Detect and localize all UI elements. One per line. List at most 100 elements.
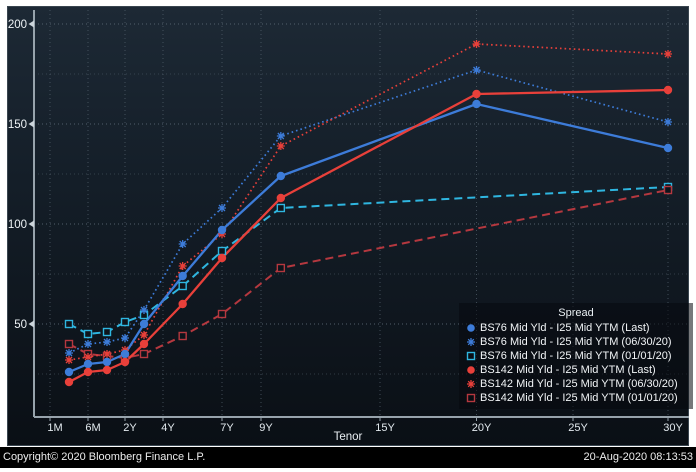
legend-marker-shape bbox=[466, 393, 476, 403]
data-point-asterisk bbox=[65, 356, 73, 364]
x-tick-label: 30Y bbox=[663, 422, 683, 434]
legend: Spread BS76 Mid Yld - I25 Mid YTM (Last)… bbox=[459, 303, 693, 409]
data-point-asterisk bbox=[472, 66, 481, 74]
legend-marker-shape bbox=[466, 351, 476, 361]
y-tick-label: 150 bbox=[8, 119, 27, 131]
legend-item-4[interactable]: BS142 Mid Yld - I25 Mid YTM (06/30/20) bbox=[465, 377, 687, 391]
x-tick-label: 4Y bbox=[161, 422, 175, 434]
data-point-asterisk bbox=[178, 240, 187, 248]
data-point-circle bbox=[83, 359, 93, 369]
data-point-circle bbox=[178, 271, 187, 281]
data-point-circle bbox=[276, 171, 286, 181]
data-point-square bbox=[64, 339, 74, 349]
legend-item-label: BS76 Mid Yld - I25 Mid YTM (Last) bbox=[480, 322, 650, 334]
legend-square-icon bbox=[466, 351, 476, 361]
y-axis-arrow-icon bbox=[28, 220, 34, 228]
data-point-asterisk bbox=[65, 349, 73, 357]
data-point-circle bbox=[102, 365, 112, 375]
legend-item-1[interactable]: BS76 Mid Yld - I25 Mid YTM (06/30/20) bbox=[465, 335, 687, 349]
data-point-square bbox=[120, 317, 130, 327]
data-point-circle bbox=[102, 357, 112, 367]
data-point-asterisk bbox=[472, 40, 481, 48]
x-tick-label: 25Y bbox=[568, 422, 588, 434]
x-tick-label: 9Y bbox=[259, 422, 273, 434]
data-point-asterisk bbox=[664, 118, 672, 126]
data-point-square bbox=[276, 263, 286, 273]
legend-marker-shape bbox=[467, 380, 475, 388]
legend-rows: BS76 Mid Yld - I25 Mid YTM (Last) BS76 Mi… bbox=[465, 321, 687, 405]
data-point-circle bbox=[663, 143, 673, 153]
legend-square-icon bbox=[466, 393, 476, 403]
legend-item-label: BS76 Mid Yld - I25 Mid YTM (01/01/20) bbox=[480, 350, 672, 362]
data-point-circle bbox=[178, 299, 187, 309]
y-axis-arrow-icon bbox=[28, 20, 34, 28]
data-point-asterisk bbox=[84, 353, 92, 361]
data-point-asterisk bbox=[121, 334, 129, 342]
legend-marker-shape bbox=[467, 324, 475, 332]
legend-item-2[interactable]: BS76 Mid Yld - I25 Mid YTM (01/01/20) bbox=[465, 349, 687, 363]
data-point-circle bbox=[217, 253, 227, 263]
y-tick-label: 100 bbox=[8, 219, 27, 231]
legend-circle-icon bbox=[467, 366, 475, 374]
data-point-square bbox=[178, 331, 187, 341]
legend-asterisk-icon bbox=[467, 380, 475, 388]
x-tick-label: 7Y bbox=[220, 422, 234, 434]
legend-item-5[interactable]: BS142 Mid Yld - I25 Mid YTM (01/01/20) bbox=[465, 391, 687, 405]
x-tick-label: 2Y bbox=[123, 422, 137, 434]
data-point-square bbox=[139, 349, 149, 359]
data-point-circle bbox=[83, 367, 93, 377]
data-point-circle bbox=[120, 349, 130, 359]
legend-item-label: BS142 Mid Yld - I25 Mid YTM (01/01/20) bbox=[480, 392, 678, 404]
data-point-square bbox=[276, 203, 286, 213]
footer-bar: Copyright© 2020 Bloomberg Finance L.P. 2… bbox=[0, 447, 696, 468]
data-point-asterisk bbox=[103, 338, 111, 346]
data-point-circle bbox=[139, 319, 149, 329]
legend-item-3[interactable]: BS142 Mid Yld - I25 Mid YTM (Last) bbox=[465, 363, 687, 377]
legend-circle-icon bbox=[467, 324, 475, 332]
x-tick-label: 20Y bbox=[472, 422, 492, 434]
legend-marker-shape bbox=[467, 338, 475, 346]
x-axis-title: Tenor bbox=[333, 431, 363, 443]
legend-item-label: BS142 Mid Yld - I25 Mid YTM (06/30/20) bbox=[480, 378, 678, 390]
data-point-circle bbox=[663, 85, 673, 95]
data-point-square bbox=[83, 329, 93, 339]
data-point-asterisk bbox=[84, 340, 92, 348]
data-point-square bbox=[178, 281, 187, 291]
timestamp-text: 20-Aug-2020 08:13:53 bbox=[583, 451, 693, 463]
data-point-asterisk bbox=[276, 132, 285, 140]
legend-item-label: BS76 Mid Yld - I25 Mid YTM (06/30/20) bbox=[480, 336, 672, 348]
legend-marker-shape bbox=[467, 366, 475, 374]
data-point-circle bbox=[64, 377, 74, 387]
data-point-circle bbox=[120, 357, 130, 367]
copyright-text: Copyright© 2020 Bloomberg Finance L.P. bbox=[3, 451, 206, 463]
data-point-asterisk bbox=[140, 331, 148, 339]
series-line-3 bbox=[68, 88, 669, 384]
data-point-asterisk bbox=[218, 204, 226, 212]
data-point-asterisk bbox=[103, 350, 111, 358]
legend-title: Spread bbox=[558, 307, 594, 319]
data-point-asterisk bbox=[664, 50, 672, 58]
y-axis-arrow-icon bbox=[28, 320, 34, 328]
data-point-asterisk bbox=[276, 142, 285, 150]
legend-item-0[interactable]: BS76 Mid Yld - I25 Mid YTM (Last) bbox=[465, 321, 687, 335]
y-tick-label: 50 bbox=[14, 319, 27, 331]
x-tick-label: 15Y bbox=[375, 422, 395, 434]
data-point-square bbox=[663, 185, 673, 195]
series-line-0 bbox=[68, 102, 669, 374]
y-tick-label: 200 bbox=[8, 19, 27, 31]
data-point-circle bbox=[472, 99, 481, 109]
data-point-circle bbox=[64, 367, 74, 377]
data-point-circle bbox=[217, 225, 227, 235]
data-point-circle bbox=[139, 339, 149, 349]
data-point-asterisk bbox=[178, 262, 187, 270]
data-point-square bbox=[217, 309, 227, 319]
data-point-square bbox=[64, 319, 74, 329]
data-point-square bbox=[102, 327, 112, 337]
data-point-asterisk bbox=[140, 306, 148, 314]
x-tick-label: 6M bbox=[85, 422, 100, 434]
x-tick-label: 1M bbox=[47, 422, 62, 434]
legend-item-label: BS142 Mid Yld - I25 Mid YTM (Last) bbox=[480, 364, 656, 376]
y-axis-arrow-icon bbox=[28, 120, 34, 128]
